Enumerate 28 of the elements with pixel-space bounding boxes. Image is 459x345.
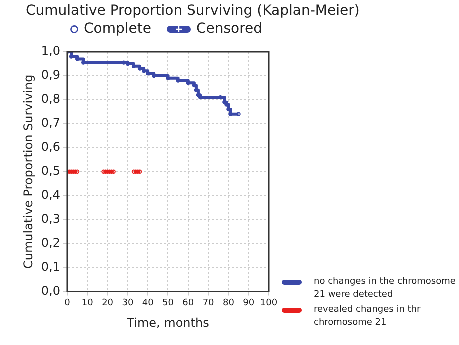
x-tick-label: 0 xyxy=(64,298,71,309)
x-axis-title: Time, months xyxy=(126,316,210,330)
x-tick-label: 30 xyxy=(122,298,134,309)
y-tick-label: 0,5 xyxy=(41,164,60,178)
y-tick-label: 0,2 xyxy=(41,236,60,250)
y-tick-label: 0,8 xyxy=(41,92,60,106)
chart-title: Cumulative Proportion Surviving (Kaplan-Meier) xyxy=(26,3,360,19)
y-tick-label: 0,9 xyxy=(41,68,60,82)
y-tick-label: 0,1 xyxy=(41,260,60,274)
y-tick-label: 0,3 xyxy=(41,212,60,226)
text: Censored xyxy=(196,21,263,37)
y-tick-label: 0,4 xyxy=(41,188,60,202)
text: Complete xyxy=(84,21,152,37)
y-tick-label: 0,0 xyxy=(41,284,60,298)
x-tick-label: 90 xyxy=(243,298,255,309)
y-tick-label: 0,6 xyxy=(41,140,60,154)
x-tick-label: 70 xyxy=(202,298,215,309)
x-tick-label: 80 xyxy=(222,298,235,309)
y-tick-label: 1,0 xyxy=(41,44,60,58)
x-tick-label: 60 xyxy=(182,298,194,309)
y-tick-label: 0,7 xyxy=(41,116,60,130)
x-tick-label: 40 xyxy=(142,298,154,309)
x-tick-label: 20 xyxy=(102,298,114,309)
x-tick-label: 100 xyxy=(260,298,278,309)
y-axis-title: Cumulative Proportion Surviving xyxy=(21,74,36,270)
x-tick-label: 50 xyxy=(162,298,174,309)
x-tick-label: 10 xyxy=(82,298,94,309)
legend-label: revealed changes in thr chromosome 21 xyxy=(314,304,422,330)
